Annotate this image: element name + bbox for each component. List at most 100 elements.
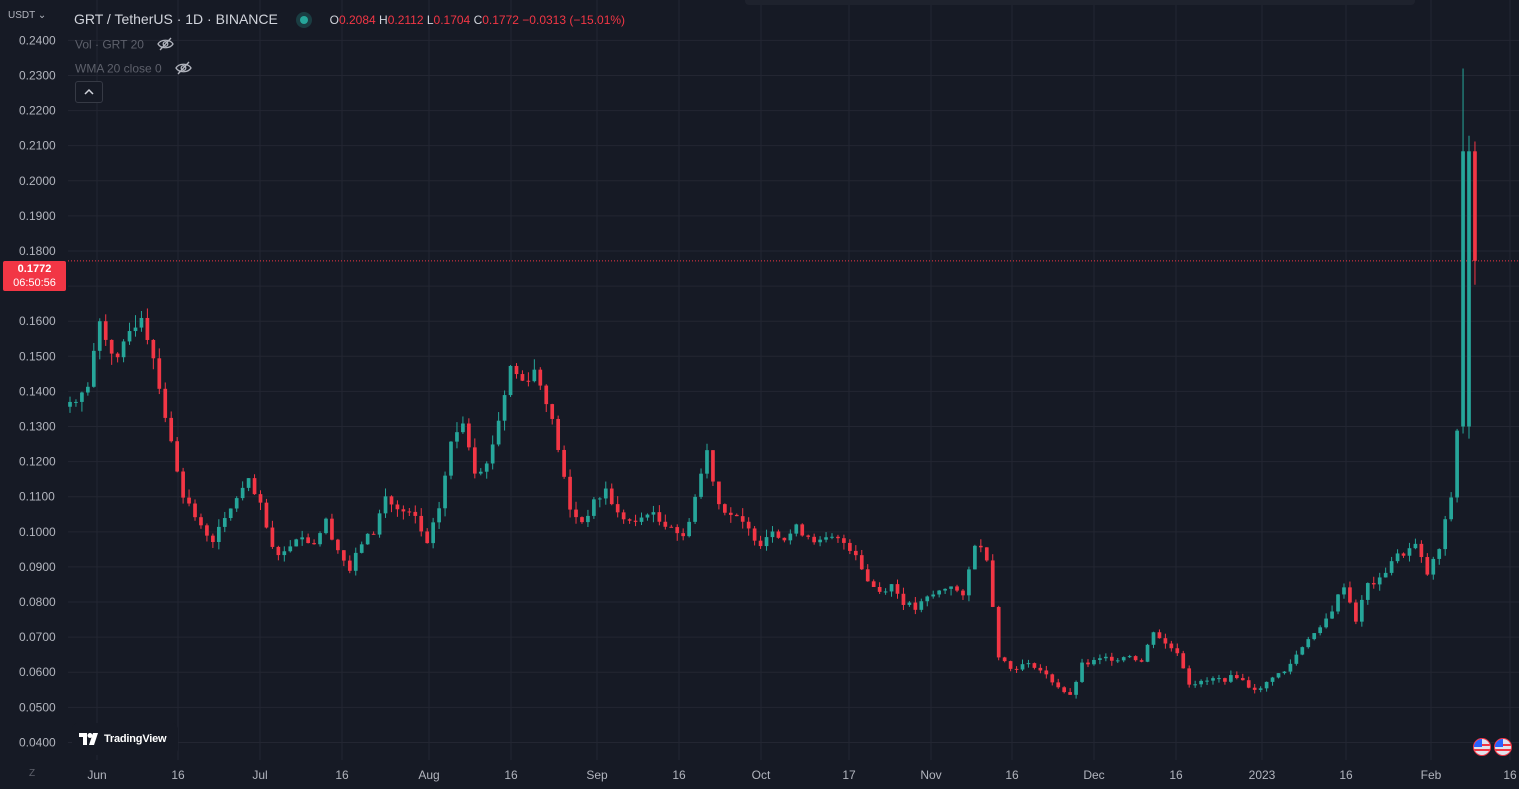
currency-selector[interactable]: USDT ⌄ xyxy=(8,10,46,21)
candle-body xyxy=(288,546,293,552)
candle-body xyxy=(1098,658,1102,660)
candle-body xyxy=(1383,572,1388,578)
symbol-title[interactable]: GRT / TetherUS · 1D · BINANCE xyxy=(74,11,278,27)
candle-body xyxy=(842,538,846,543)
candle-body xyxy=(907,602,912,605)
candle-body xyxy=(353,552,358,571)
candle-body xyxy=(627,519,632,521)
candle-body xyxy=(687,521,691,537)
candle-body xyxy=(526,380,531,382)
volume-indicator-label: Vol · GRT 20 xyxy=(75,37,144,52)
x-tick-label: 17 xyxy=(842,768,856,782)
x-tick-label: Dec xyxy=(1083,768,1104,782)
candle-body xyxy=(1377,577,1382,585)
candle-body xyxy=(574,509,578,518)
y-tick-label: 0.2400 xyxy=(19,33,56,47)
candle-body xyxy=(717,481,721,505)
candle-body xyxy=(258,494,263,503)
candle-body xyxy=(222,518,227,527)
candle-body xyxy=(252,478,257,495)
bar-countdown: 06:50:56 xyxy=(13,277,56,289)
candle-body xyxy=(1104,656,1108,659)
candle-body xyxy=(889,584,894,592)
candle-body xyxy=(609,488,614,505)
candle-body xyxy=(550,404,555,419)
candle-body xyxy=(752,528,757,541)
candle-body xyxy=(199,517,203,526)
candle-body xyxy=(723,504,727,513)
wma-indicator[interactable]: WMA 20 close 0 xyxy=(75,61,192,78)
collapse-legend-button[interactable] xyxy=(75,81,103,103)
candle-body xyxy=(865,569,870,582)
candle-body xyxy=(883,591,888,593)
candle-body xyxy=(1431,558,1436,575)
x-tick-label: 2023 xyxy=(1249,768,1276,782)
candle-body xyxy=(848,542,852,551)
open-label: O xyxy=(329,13,339,27)
market-status-icon[interactable] xyxy=(299,15,308,24)
candle-body xyxy=(103,321,108,340)
eye-hidden-icon[interactable] xyxy=(157,37,175,54)
candle-body xyxy=(943,588,947,591)
y-tick-label: 0.2000 xyxy=(19,174,56,188)
candle-body xyxy=(276,546,281,556)
us-market-flag-icon[interactable] xyxy=(1494,738,1512,756)
timezone-button[interactable]: Z xyxy=(29,768,36,779)
y-tick-label: 0.1300 xyxy=(19,420,56,434)
candle-body xyxy=(651,512,656,515)
candle-body xyxy=(705,450,709,474)
candle-body xyxy=(824,537,828,540)
last-price-value: 0.1772 xyxy=(17,263,52,275)
candle-body xyxy=(1056,682,1061,688)
candle-body xyxy=(1264,681,1269,689)
candle-body xyxy=(1330,611,1334,619)
candle-body xyxy=(746,521,751,529)
x-tick-label: 16 xyxy=(335,768,349,782)
candle-body xyxy=(859,555,864,570)
candle-body xyxy=(1211,678,1215,681)
candle-body xyxy=(1157,632,1162,639)
candle-body xyxy=(764,537,769,547)
candle-body xyxy=(157,358,162,389)
candle-body xyxy=(1175,648,1180,654)
tradingview-logo[interactable]: TradingView xyxy=(72,723,178,755)
candle-body xyxy=(139,317,144,328)
candle-body xyxy=(1258,688,1263,690)
volume-indicator[interactable]: Vol · GRT 20 xyxy=(75,37,175,54)
y-tick-label: 0.2200 xyxy=(19,104,56,118)
candle-body xyxy=(1419,543,1424,558)
candle-body xyxy=(377,513,382,535)
eye-hidden-icon[interactable] xyxy=(175,61,192,78)
candle-body xyxy=(514,365,519,375)
candle-body xyxy=(1389,561,1394,573)
candle-body xyxy=(1401,553,1406,556)
candle-body xyxy=(1109,656,1114,661)
candle-body xyxy=(1044,670,1049,675)
x-tick-label: 16 xyxy=(1005,768,1019,782)
candle-body xyxy=(1312,633,1317,640)
candle-body xyxy=(318,533,322,545)
candle-body xyxy=(1181,653,1186,669)
candle-body xyxy=(365,533,370,545)
low-label: L xyxy=(426,13,434,27)
candle-body xyxy=(1050,674,1055,683)
candle-body xyxy=(1187,668,1192,685)
ohlc-values: O0.2084 H0.2112 L0.1704 C0.1772 −0.0313 … xyxy=(330,13,625,27)
candle-body xyxy=(1449,497,1453,520)
candle-body xyxy=(1026,663,1031,665)
x-tick-label: Feb xyxy=(1421,768,1442,782)
candle-body xyxy=(568,476,572,510)
candle-body xyxy=(681,533,686,537)
candle-body xyxy=(68,401,72,407)
y-tick-label: 0.0700 xyxy=(19,630,56,644)
candle-body xyxy=(955,586,959,591)
candle-body xyxy=(657,512,662,522)
us-market-flag-icon[interactable] xyxy=(1473,738,1491,756)
candle-body xyxy=(538,369,543,386)
candle-body xyxy=(562,449,566,477)
candle-body xyxy=(621,512,626,520)
x-tick-label: Oct xyxy=(752,768,771,782)
candle-body xyxy=(175,441,180,472)
candle-body xyxy=(1002,657,1007,662)
